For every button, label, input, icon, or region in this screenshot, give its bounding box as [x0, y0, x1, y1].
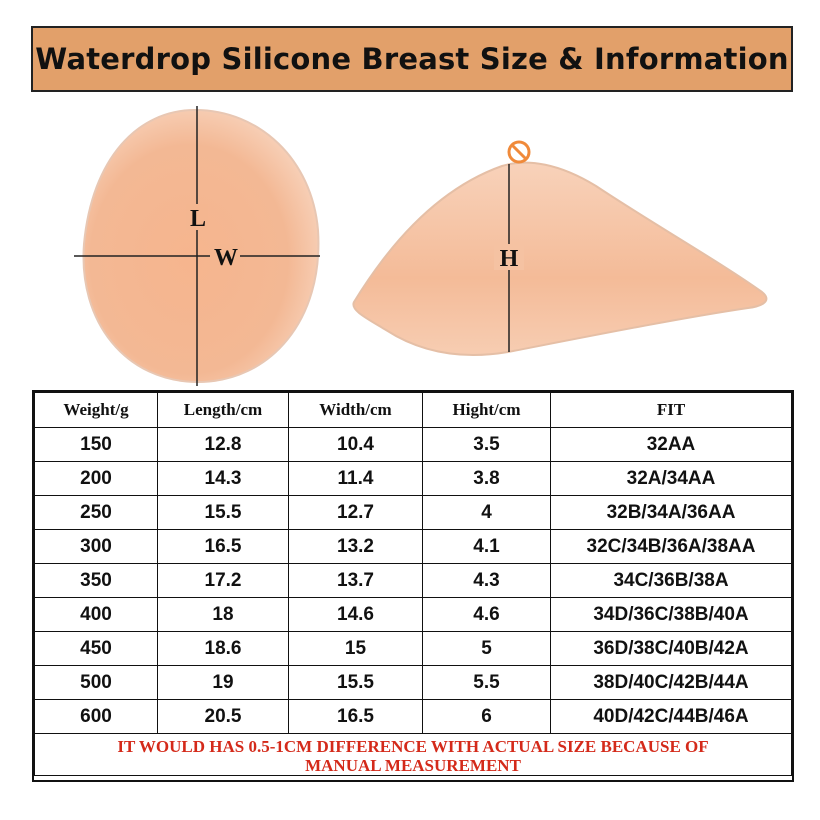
- header-fit: FIT: [550, 392, 792, 428]
- header-length: Length/cm: [157, 392, 289, 428]
- cell-height: 5: [422, 631, 551, 666]
- cell-width: 13.2: [288, 529, 423, 564]
- title-banner: Waterdrop Silicone Breast Size & Informa…: [31, 26, 793, 92]
- cell-length: 14.3: [157, 461, 289, 496]
- cell-height: 4.3: [422, 563, 551, 598]
- header-weight: Weight/g: [34, 392, 158, 428]
- header-width: Width/cm: [288, 392, 423, 428]
- size-table: Weight/g Length/cm Width/cm Hight/cm FIT…: [32, 390, 794, 782]
- cell-height: 4.6: [422, 597, 551, 632]
- cell-length: 19: [157, 665, 289, 700]
- front-silicone-shape: [82, 108, 320, 384]
- side-silicone-shape: [352, 161, 768, 357]
- no-nipple-icon: [507, 140, 531, 164]
- table-row: 300 16.5 13.2 4.1 32C/34B/36A/38AA: [34, 529, 792, 564]
- cell-fit: 32A/34AA: [550, 461, 792, 496]
- table-row: 200 14.3 11.4 3.8 32A/34AA: [34, 461, 792, 496]
- cell-height: 5.5: [422, 665, 551, 700]
- table-row: 350 17.2 13.7 4.3 34C/36B/38A: [34, 563, 792, 598]
- cell-weight: 500: [34, 665, 158, 700]
- cell-weight: 250: [34, 495, 158, 530]
- cell-length: 12.8: [157, 427, 289, 462]
- cell-weight: 450: [34, 631, 158, 666]
- note-line-1: IT WOULD HAS 0.5-1CM DIFFERENCE WITH ACT…: [117, 737, 709, 756]
- length-label: L: [190, 206, 206, 232]
- cell-fit: 38D/40C/42B/44A: [550, 665, 792, 700]
- cell-fit: 34C/36B/38A: [550, 563, 792, 598]
- cell-length: 20.5: [157, 699, 289, 734]
- cell-height: 3.8: [422, 461, 551, 496]
- cell-weight: 200: [34, 461, 158, 496]
- cell-width: 15: [288, 631, 423, 666]
- table-row: 500 19 15.5 5.5 38D/40C/42B/44A: [34, 665, 792, 700]
- product-illustration: L W H: [74, 106, 768, 386]
- cell-height: 3.5: [422, 427, 551, 462]
- cell-fit: 36D/38C/40B/42A: [550, 631, 792, 666]
- cell-length: 16.5: [157, 529, 289, 564]
- table-row: 150 12.8 10.4 3.5 32AA: [34, 427, 792, 462]
- side-view: H: [352, 140, 768, 357]
- cell-weight: 350: [34, 563, 158, 598]
- cell-height: 6: [422, 699, 551, 734]
- table-row: 250 15.5 12.7 4 32B/34A/36AA: [34, 495, 792, 530]
- cell-length: 17.2: [157, 563, 289, 598]
- cell-fit: 34D/36C/38B/40A: [550, 597, 792, 632]
- cell-width: 14.6: [288, 597, 423, 632]
- cell-length: 18: [157, 597, 289, 632]
- note-row: IT WOULD HAS 0.5-1CM DIFFERENCE WITH ACT…: [34, 733, 792, 776]
- note-cell: IT WOULD HAS 0.5-1CM DIFFERENCE WITH ACT…: [34, 733, 792, 776]
- front-view: L W: [74, 106, 320, 386]
- cell-fit: 32AA: [550, 427, 792, 462]
- measurement-note: IT WOULD HAS 0.5-1CM DIFFERENCE WITH ACT…: [35, 734, 791, 775]
- cell-height: 4: [422, 495, 551, 530]
- height-label: H: [500, 246, 519, 272]
- table-row: 450 18.6 15 5 36D/38C/40B/42A: [34, 631, 792, 666]
- cell-weight: 600: [34, 699, 158, 734]
- cell-width: 10.4: [288, 427, 423, 462]
- table-header-row: Weight/g Length/cm Width/cm Hight/cm FIT: [34, 392, 792, 428]
- cell-weight: 150: [34, 427, 158, 462]
- cell-weight: 300: [34, 529, 158, 564]
- note-line-2: MANUAL MEASUREMENT: [305, 756, 521, 775]
- cell-fit: 32B/34A/36AA: [550, 495, 792, 530]
- cell-weight: 400: [34, 597, 158, 632]
- cell-fit: 40D/42C/44B/46A: [550, 699, 792, 734]
- page-title: Waterdrop Silicone Breast Size & Informa…: [35, 42, 789, 76]
- cell-width: 11.4: [288, 461, 423, 496]
- cell-width: 13.7: [288, 563, 423, 598]
- cell-length: 15.5: [157, 495, 289, 530]
- header-height: Hight/cm: [422, 392, 551, 428]
- width-label: W: [214, 245, 238, 271]
- table-row: 400 18 14.6 4.6 34D/36C/38B/40A: [34, 597, 792, 632]
- cell-fit: 32C/34B/36A/38AA: [550, 529, 792, 564]
- table-row: 600 20.5 16.5 6 40D/42C/44B/46A: [34, 699, 792, 734]
- cell-width: 15.5: [288, 665, 423, 700]
- cell-width: 12.7: [288, 495, 423, 530]
- cell-length: 18.6: [157, 631, 289, 666]
- cell-height: 4.1: [422, 529, 551, 564]
- cell-width: 16.5: [288, 699, 423, 734]
